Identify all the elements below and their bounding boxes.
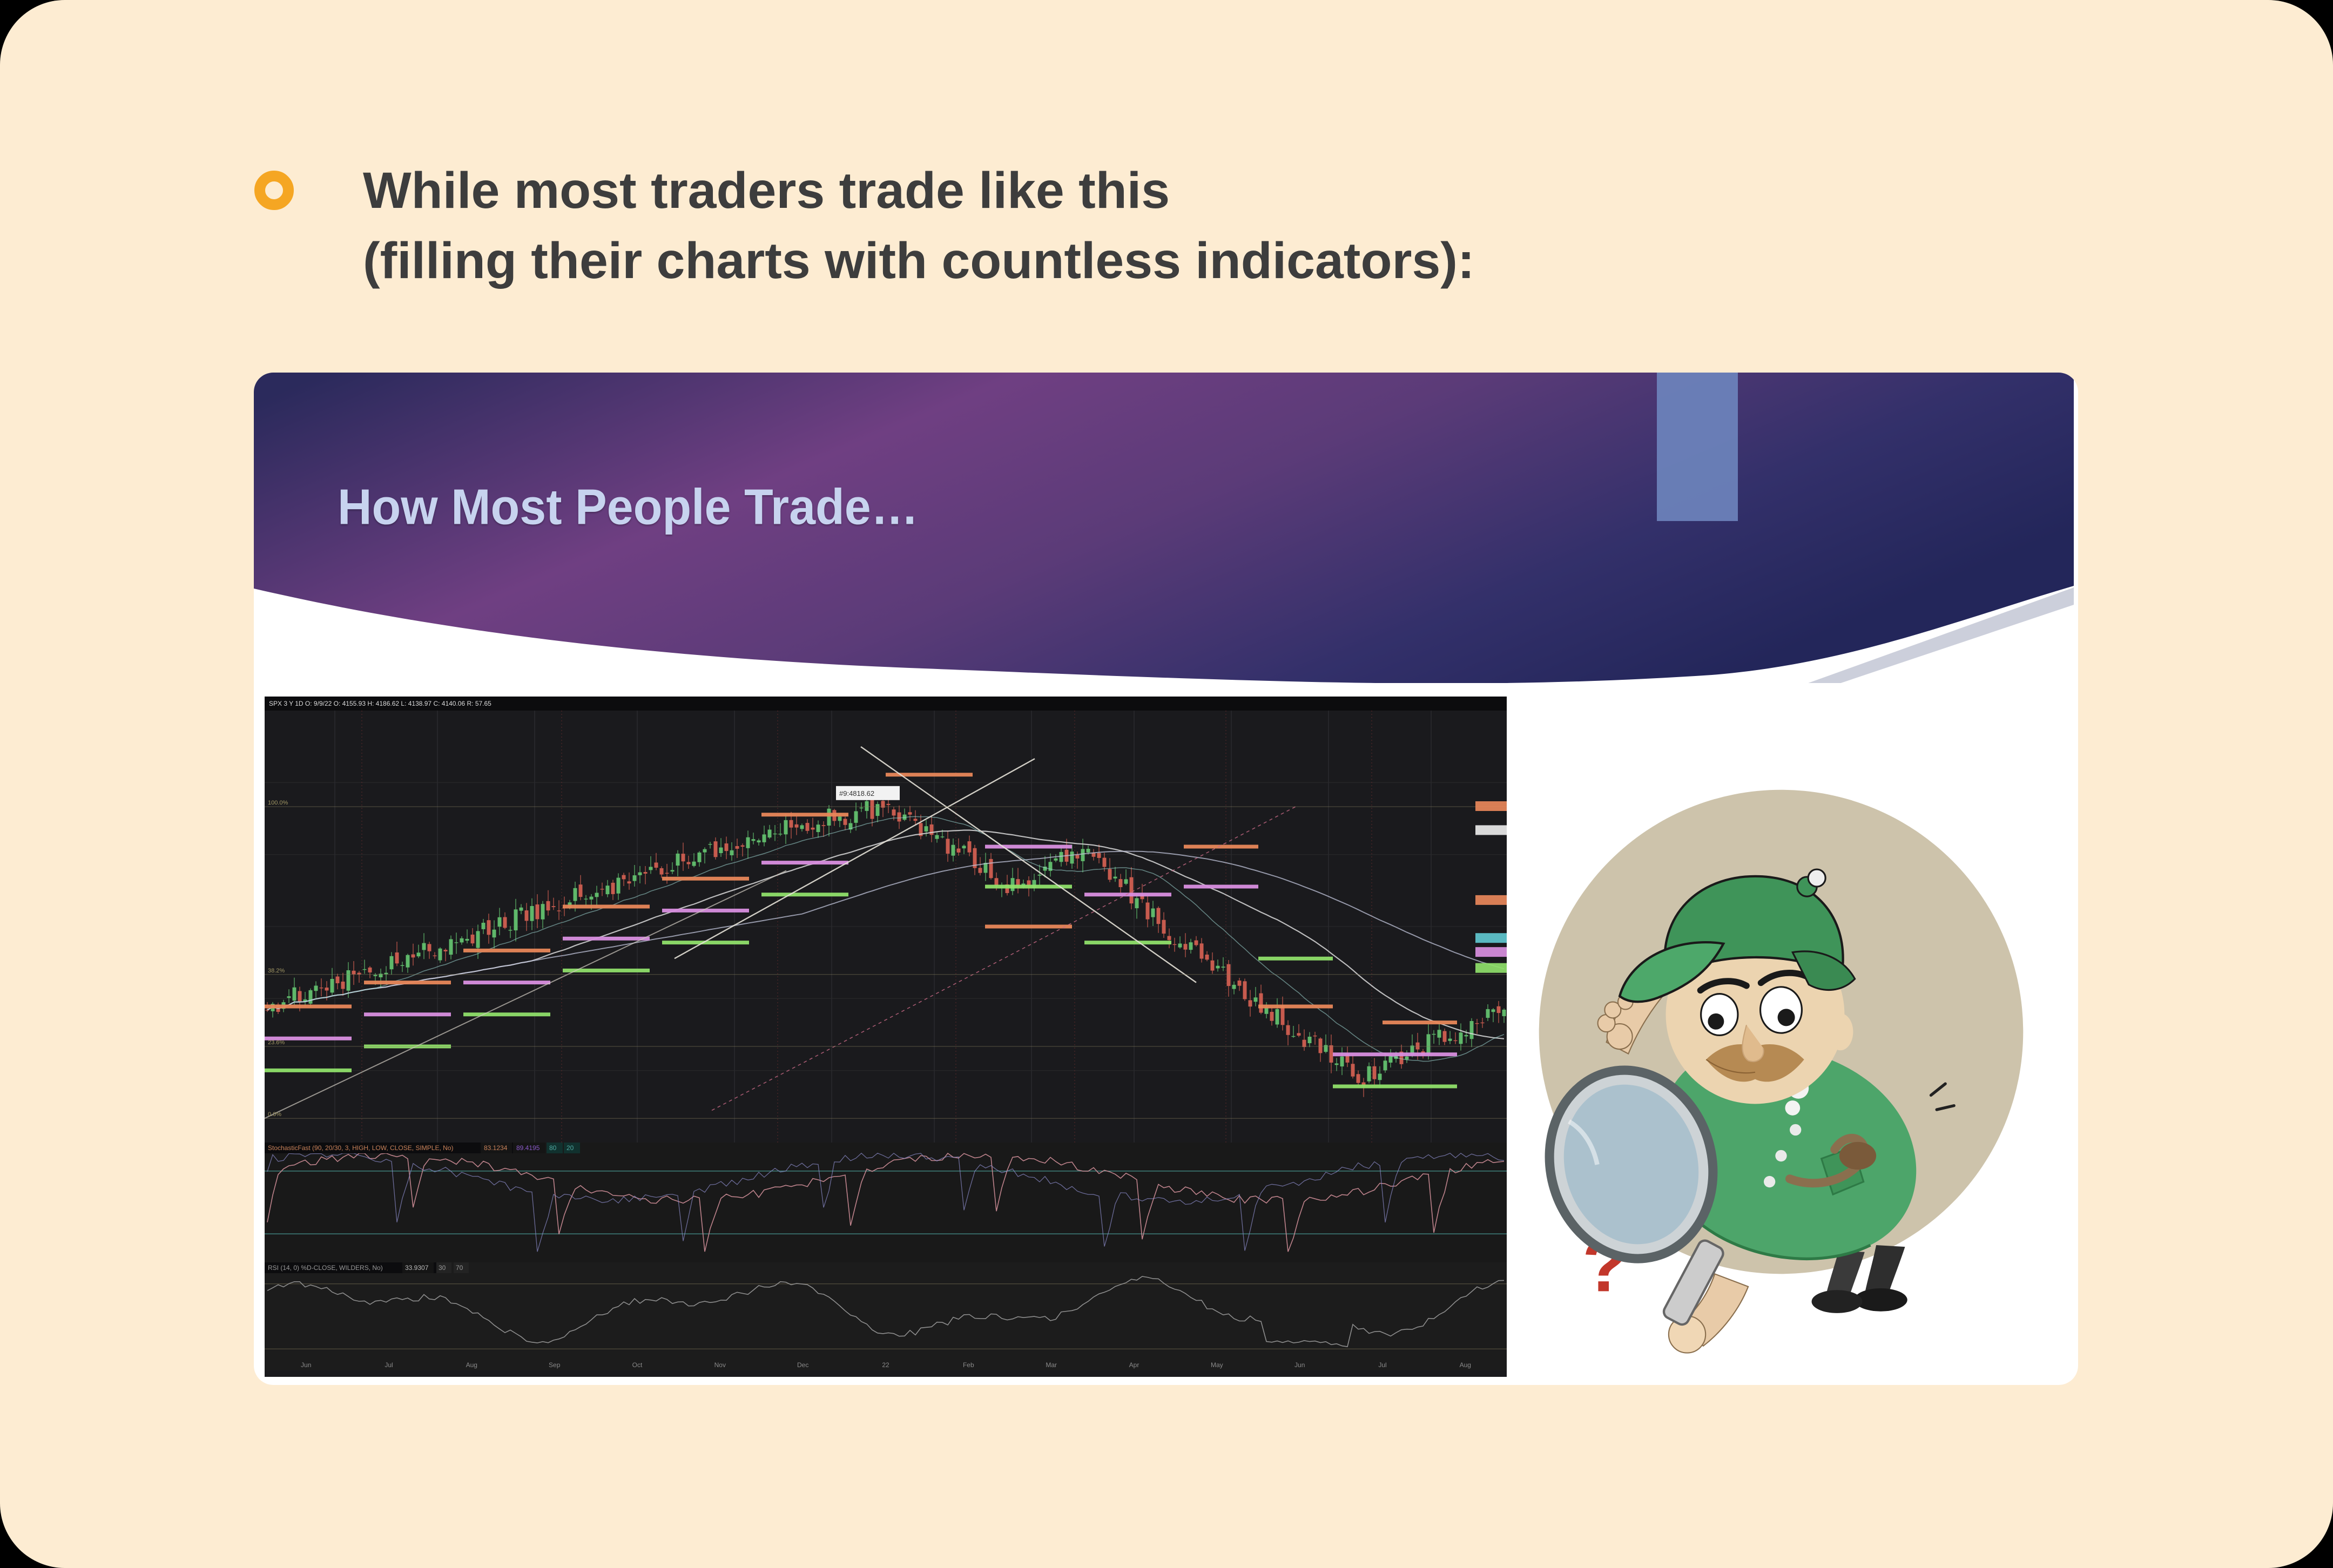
svg-text:70: 70 (456, 1264, 463, 1272)
svg-text:Jul: Jul (385, 1361, 393, 1369)
svg-text:#9:4818.62: #9:4818.62 (839, 789, 874, 797)
svg-text:Nov: Nov (714, 1361, 726, 1369)
svg-text:Aug: Aug (466, 1361, 477, 1369)
svg-text:StochasticFast (90, 20/30, 3,: StochasticFast (90, 20/30, 3, HIGH, LOW,… (268, 1144, 453, 1152)
svg-text:Apr: Apr (1129, 1361, 1139, 1369)
svg-text:Jun: Jun (1294, 1361, 1305, 1369)
svg-text:Jul: Jul (1378, 1361, 1386, 1369)
svg-text:80: 80 (549, 1144, 557, 1152)
svg-text:89.4195: 89.4195 (516, 1144, 540, 1152)
svg-text:Sep: Sep (549, 1361, 561, 1369)
svg-text:100.0%: 100.0% (268, 800, 288, 806)
svg-text:Dec: Dec (797, 1361, 808, 1369)
svg-text:30: 30 (439, 1264, 446, 1272)
svg-text:0.0%: 0.0% (268, 1111, 281, 1118)
svg-text:Aug: Aug (1460, 1361, 1471, 1369)
svg-text:Oct: Oct (632, 1361, 643, 1369)
svg-text:SPX 3 Y 1D O: 9/9/22 O: 41: SPX 3 Y 1D O: 9/9/22 O: 4155.93 H: 4186.… (269, 700, 491, 707)
svg-text:38.2%: 38.2% (268, 968, 285, 974)
svg-text:Jun: Jun (301, 1361, 311, 1369)
svg-text:Mar: Mar (1046, 1361, 1057, 1369)
svg-text:20: 20 (567, 1144, 574, 1152)
svg-text:22: 22 (882, 1361, 889, 1369)
svg-text:33.9307: 33.9307 (405, 1264, 429, 1272)
svg-text:83.1234: 83.1234 (484, 1144, 508, 1152)
svg-text:May: May (1211, 1361, 1223, 1369)
svg-text:23.6%: 23.6% (268, 1039, 285, 1046)
svg-text:Feb: Feb (963, 1361, 974, 1369)
svg-text:RSI (14, 0) %D-CLOSE, WILDERS,: RSI (14, 0) %D-CLOSE, WILDERS, No) (268, 1264, 383, 1272)
